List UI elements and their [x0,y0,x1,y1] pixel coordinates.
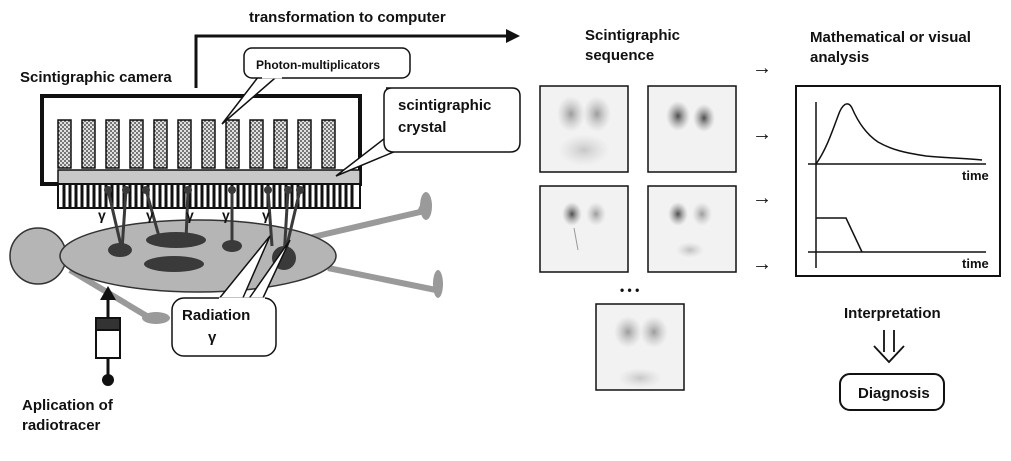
scintigram-frame-5 [595,303,685,391]
transit-curve [816,217,863,253]
photomultiplicators-callout [221,47,411,125]
svg-text:γ: γ [186,207,194,223]
transformation-label: transformation to computer [249,9,446,26]
scintigram-frame-2 [647,85,737,173]
svg-text:γ: γ [222,207,230,223]
scintigram-frame-1 [539,85,629,173]
diagnosis-label: Diagnosis [858,385,930,402]
down-double-arrow-icon [873,330,905,364]
analysis-label-line2: analysis [810,49,869,66]
right-arrow-icon: → [752,57,772,79]
gamma-ray-heads [104,186,304,194]
diagnosis-box [839,373,945,411]
application-label-line2: radiotracer [22,417,101,434]
crystal-callout [335,87,521,177]
scintigraphic-crystal [57,169,361,185]
svg-text:γ: γ [262,207,270,223]
gamma-rays [106,189,302,259]
scintigraphic-camera [40,94,362,209]
syringe-icon [95,286,121,386]
interpretation-label: Interpretation [844,305,941,322]
svg-text:γ: γ [146,207,154,223]
renogram-curve [815,103,983,165]
radiation-callout [171,235,291,357]
time-label-top: time [962,168,989,183]
crystal-label-line2: crystal [398,119,446,136]
right-arrow-icons: → → → → [752,57,772,275]
transformation-arrow [194,29,520,88]
radiation-label: Radiation [182,307,250,324]
analysis-label-line1: Mathematical or visual [810,29,971,46]
camera-label: Scintigraphic camera [20,69,172,86]
svg-text:γ: γ [98,207,106,223]
crystal-label-line1: scintigraphic [398,97,491,114]
sequence-ellipsis: • • • [620,283,639,297]
photomultiplier-tubes [57,119,336,169]
scintigram-frame-4 [647,185,737,273]
sequence-label-line2: sequence [585,47,654,64]
time-label-bottom: time [962,256,989,271]
right-arrow-icon: → [752,123,772,145]
gamma-symbols: γ γ γ γ γ [98,207,270,223]
analysis-curves-panel [795,85,1001,277]
right-arrow-icon: → [752,253,772,275]
sequence-label-line1: Scintigraphic [585,27,680,44]
collimator [57,183,361,209]
application-label-line1: Aplication of [22,397,114,414]
photomultiplicators-label: Photon-multiplicators [256,58,380,72]
right-arrow-icon: → [752,187,772,209]
scintigram-frame-3 [539,185,629,273]
radiation-gamma: γ [208,329,217,346]
